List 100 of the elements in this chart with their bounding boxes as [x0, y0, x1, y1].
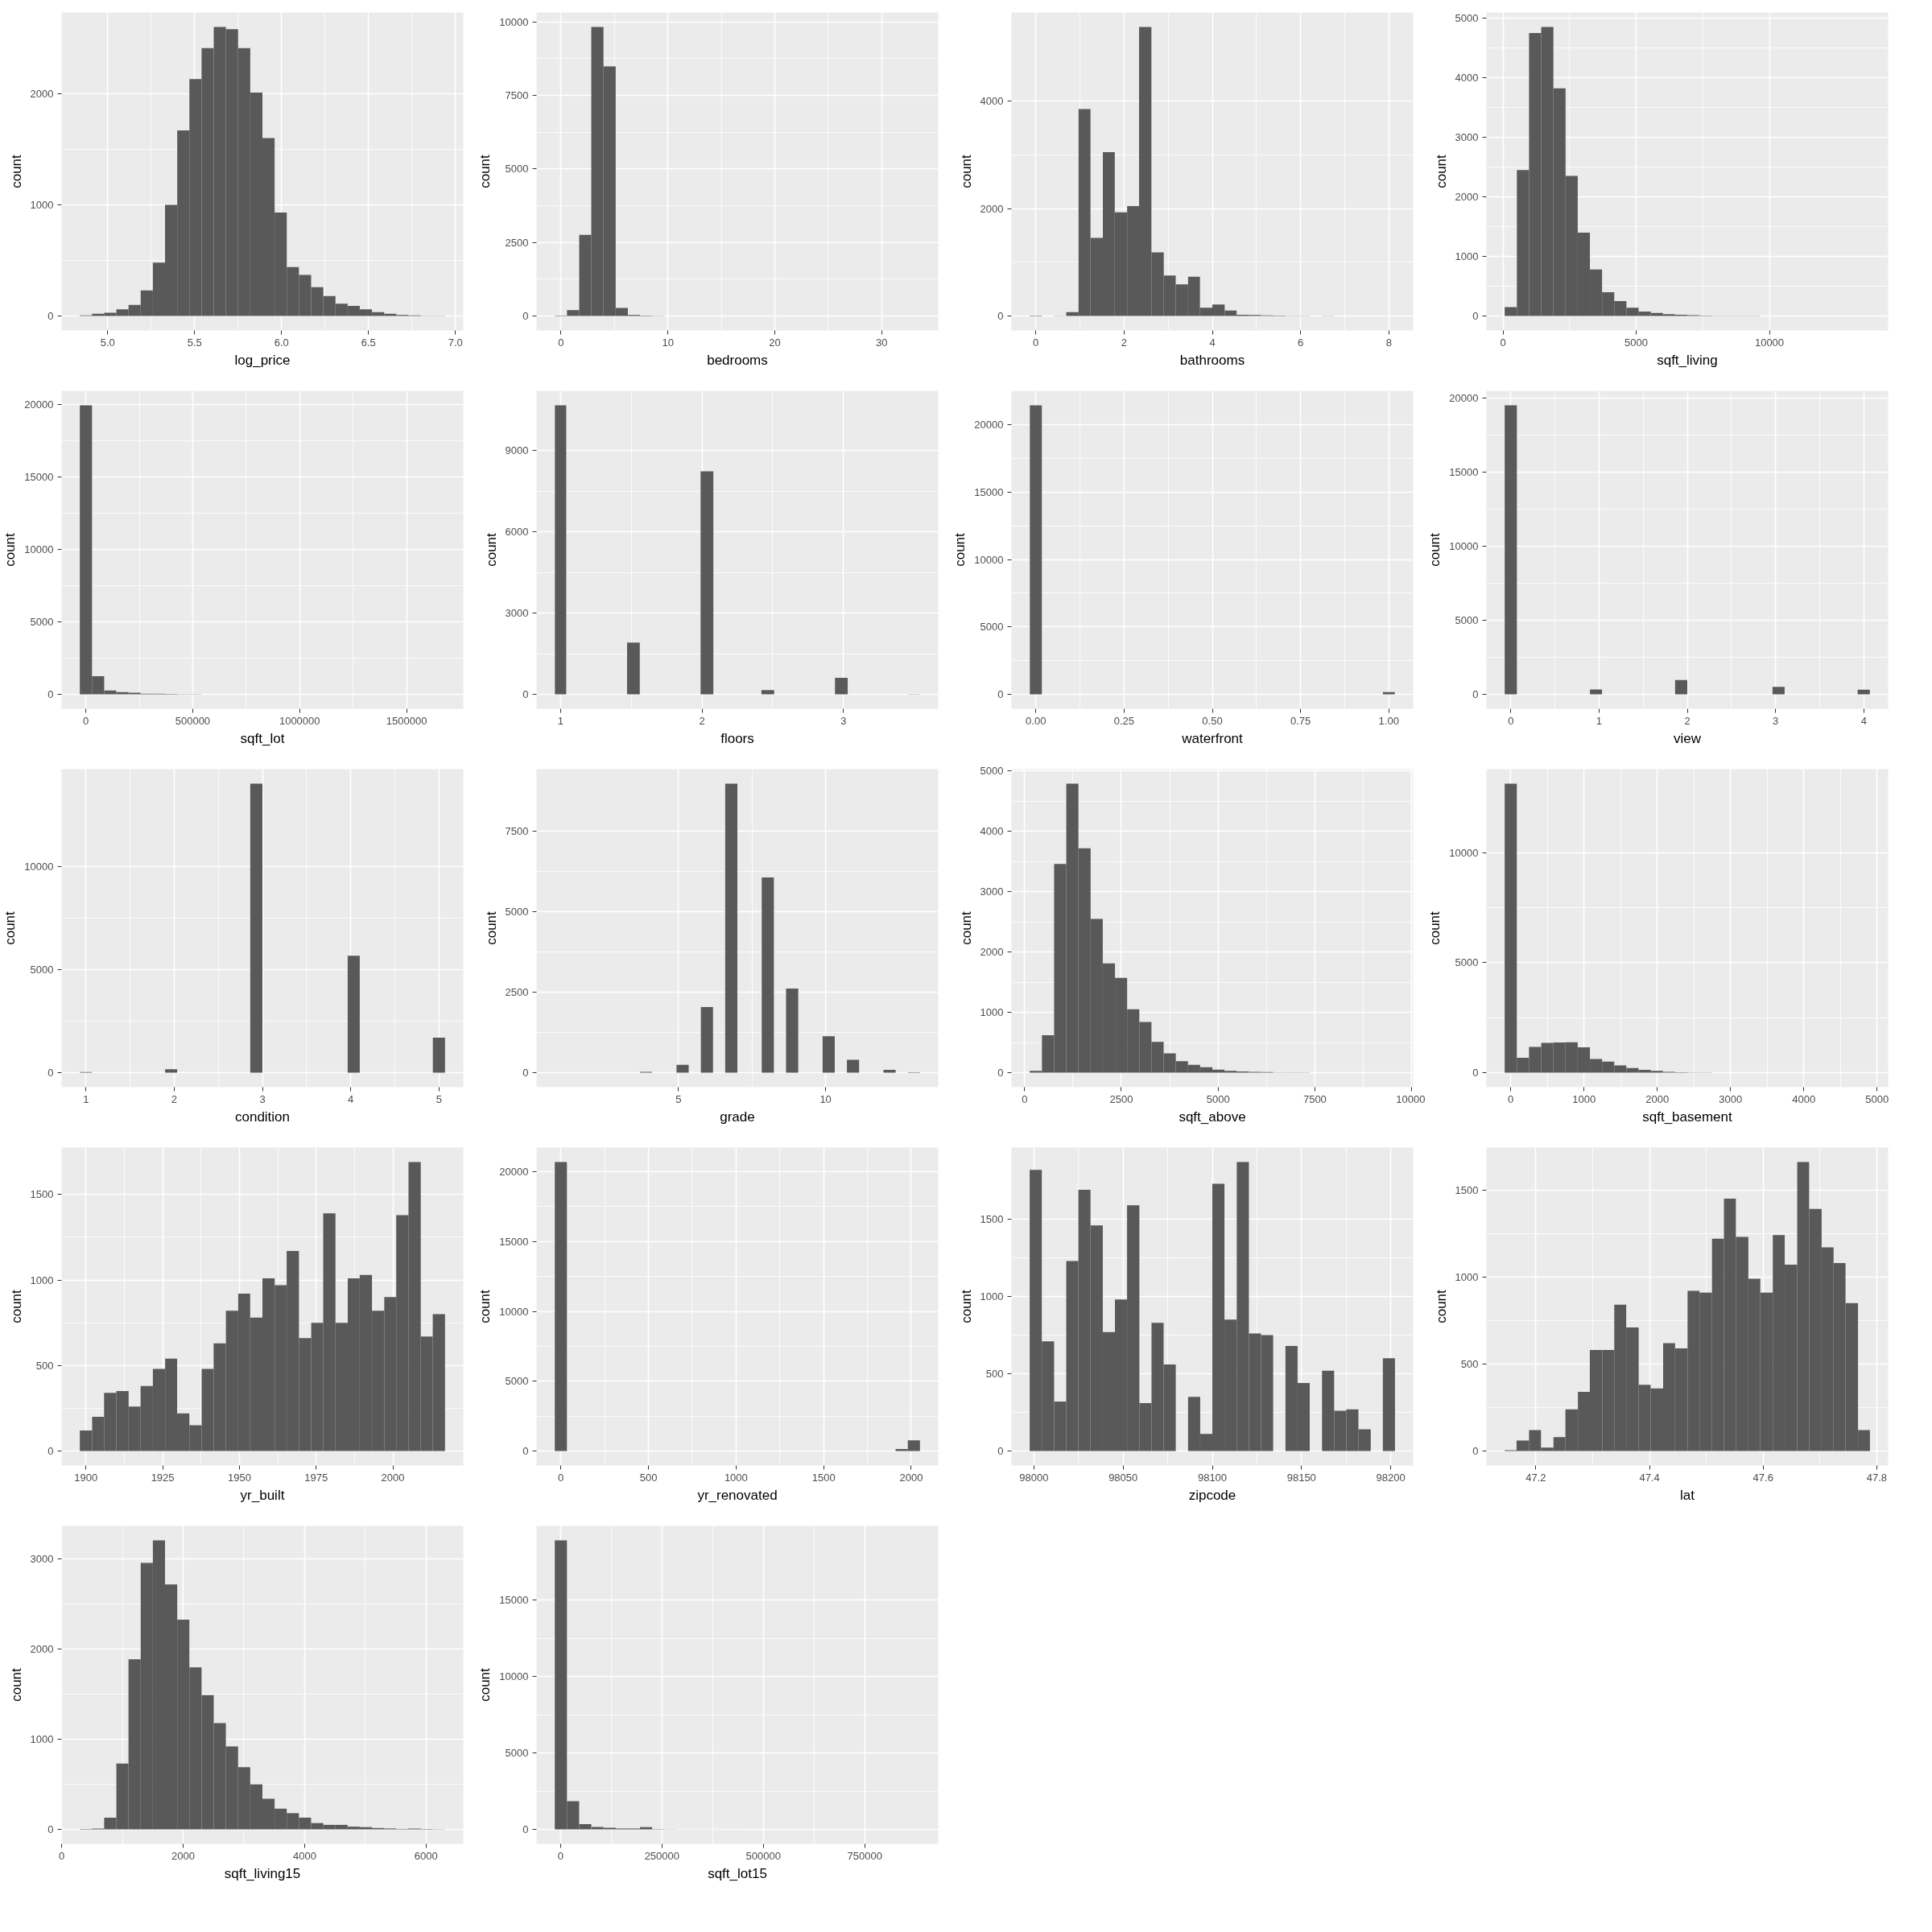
x-tick-label: 47.2	[1525, 1471, 1546, 1484]
y-tick-label: 7500	[505, 89, 529, 101]
y-axis-title: count	[477, 1289, 493, 1323]
x-tick-label: 3000	[1719, 1092, 1743, 1105]
x-axis-title: yr_built	[240, 1487, 285, 1503]
x-tick-label: 2000	[1645, 1092, 1670, 1105]
y-tick-label: 6000	[505, 526, 529, 539]
x-tick-label: 10	[819, 1092, 832, 1105]
y-tick-label: 0	[1472, 310, 1479, 323]
y-tick-label: 0	[522, 310, 529, 323]
y-tick-label: 1000	[1455, 1270, 1479, 1283]
x-tick-label: 98050	[1108, 1471, 1138, 1484]
x-axis-title: sqft_living15	[224, 1865, 301, 1881]
y-tick-label: 0	[47, 1444, 54, 1457]
x-tick-label: 5	[436, 1092, 442, 1105]
x-tick-label: 0	[557, 1849, 564, 1862]
x-tick-label: 2	[1121, 336, 1127, 349]
x-axis-title: sqft_living	[1657, 352, 1718, 368]
y-tick-label: 4000	[980, 95, 1004, 108]
x-tick-label: 1925	[151, 1471, 175, 1484]
x-tick-label: 8	[1385, 336, 1392, 349]
y-tick-label: 0	[522, 688, 529, 701]
x-tick-label: 0	[1022, 1092, 1028, 1105]
y-tick-label: 15000	[1449, 465, 1479, 478]
x-axis-title: waterfront	[1181, 730, 1244, 746]
y-tick-label: 15000	[499, 1235, 529, 1248]
x-tick-label: 2	[1684, 714, 1690, 727]
x-tick-label: 2	[171, 1092, 177, 1105]
y-tick-label: 2000	[30, 87, 54, 100]
x-tick-label: 10000	[1396, 1092, 1426, 1105]
y-tick-label: 1000	[980, 1290, 1004, 1303]
y-tick-label: 10000	[24, 861, 54, 873]
x-tick-label: 0	[1508, 714, 1514, 727]
y-tick-label: 0	[47, 1823, 54, 1835]
x-tick-label: 3	[840, 714, 847, 727]
x-tick-label: 1000	[724, 1471, 748, 1484]
y-axis-title: count	[958, 154, 974, 188]
x-tick-label: 5000	[1865, 1092, 1889, 1105]
x-axis-title: yr_renovated	[697, 1487, 778, 1503]
x-tick-label: 98100	[1197, 1471, 1228, 1484]
x-axis-title: grade	[720, 1108, 755, 1125]
y-tick-label: 5000	[30, 616, 54, 629]
y-tick-label: 5000	[1455, 11, 1479, 24]
x-tick-label: 47.8	[1866, 1471, 1888, 1484]
y-tick-label: 0	[997, 1067, 1004, 1080]
x-tick-label: 1.00	[1378, 714, 1399, 727]
y-tick-label: 5000	[505, 163, 529, 175]
x-tick-label: 5.5	[187, 336, 202, 349]
y-tick-label: 1000	[1455, 250, 1479, 262]
x-tick-label: 1500000	[386, 714, 427, 727]
y-axis-title: count	[1433, 154, 1449, 188]
y-axis-title: count	[958, 910, 974, 945]
x-tick-label: 1500	[811, 1471, 836, 1484]
x-tick-label: 1975	[304, 1471, 328, 1484]
x-axis-title: sqft_lot15	[708, 1865, 767, 1881]
y-axis-title: count	[958, 1289, 974, 1323]
y-tick-label: 1000	[30, 1274, 54, 1286]
y-tick-label: 1000	[980, 1006, 1004, 1019]
x-tick-label: 750000	[847, 1849, 882, 1862]
y-tick-label: 0	[522, 1067, 529, 1080]
y-tick-label: 5000	[1455, 613, 1479, 626]
x-tick-label: 6.5	[361, 336, 376, 349]
y-tick-label: 500	[1460, 1357, 1479, 1370]
x-tick-label: 250000	[644, 1849, 680, 1862]
x-tick-label: 98000	[1019, 1471, 1049, 1484]
x-tick-label: 0.25	[1113, 714, 1135, 727]
x-axis-title: view	[1674, 730, 1702, 746]
y-tick-label: 0	[1472, 1445, 1479, 1458]
x-tick-label: 5.0	[100, 336, 115, 349]
x-tick-label: 98150	[1286, 1471, 1316, 1484]
x-axis-title: lat	[1680, 1487, 1695, 1503]
x-tick-label: 3	[1773, 714, 1779, 727]
x-tick-label: 2	[699, 714, 705, 727]
x-axis-title: sqft_basement	[1642, 1108, 1733, 1125]
x-tick-label: 5000	[1206, 1092, 1230, 1105]
x-tick-label: 0	[82, 714, 89, 727]
y-tick-label: 1000	[30, 1733, 54, 1746]
x-tick-label: 4	[1209, 336, 1216, 349]
y-tick-label: 10000	[499, 15, 529, 28]
y-tick-label: 5000	[505, 1375, 529, 1388]
y-tick-label: 15000	[24, 471, 54, 484]
y-tick-label: 0	[522, 1445, 529, 1458]
y-tick-label: 2000	[30, 1643, 54, 1656]
x-tick-label: 4	[1860, 714, 1867, 727]
x-tick-label: 500000	[745, 1849, 781, 1862]
y-tick-label: 0	[47, 688, 54, 701]
y-tick-label: 3000	[30, 1553, 54, 1566]
y-axis-title: count	[1433, 1289, 1449, 1323]
y-tick-label: 7500	[505, 825, 529, 838]
x-tick-label: 500000	[175, 714, 211, 727]
y-axis-title: count	[8, 1667, 24, 1702]
x-tick-label: 47.4	[1639, 1471, 1660, 1484]
x-tick-label: 5	[675, 1092, 682, 1105]
x-tick-label: 0	[59, 1849, 65, 1862]
y-tick-label: 1500	[980, 1213, 1004, 1226]
x-tick-label: 10	[662, 336, 674, 349]
x-tick-label: 1	[83, 1092, 89, 1105]
y-tick-label: 10000	[1449, 539, 1479, 552]
x-tick-label: 2000	[381, 1471, 405, 1484]
x-axis-title: bedrooms	[707, 352, 768, 368]
